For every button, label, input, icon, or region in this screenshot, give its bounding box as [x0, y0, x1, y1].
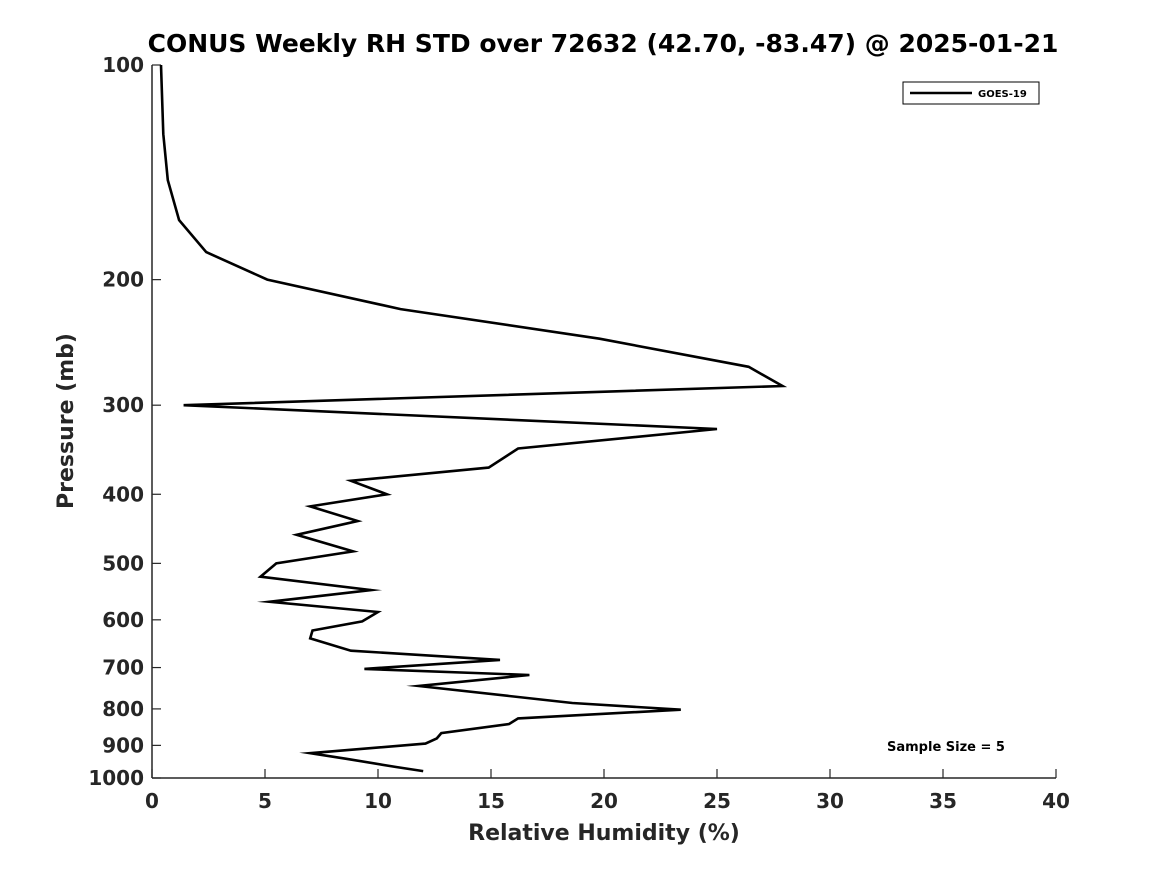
y-axis: 100 200 300 400 500 600 700 800 900 1000 [88, 53, 161, 790]
y-tick-label: 300 [102, 393, 144, 417]
legend-label: GOES-19 [978, 89, 1027, 100]
chart-title: CONUS Weekly RH STD over 72632 (42.70, -… [148, 29, 1059, 58]
sample-size-annotation: Sample Size = 5 [887, 740, 1005, 755]
y-tick-label: 600 [102, 608, 144, 632]
x-tick-label: 40 [1042, 789, 1070, 813]
y-axis-label: Pressure (mb) [54, 333, 79, 509]
x-tick-label: 15 [477, 789, 505, 813]
x-tick-label: 20 [590, 789, 618, 813]
x-tick-label: 0 [145, 789, 159, 813]
x-tick-label: 25 [703, 789, 731, 813]
y-tick-label: 500 [102, 551, 144, 575]
x-tick-label: 30 [816, 789, 844, 813]
x-tick-label: 10 [364, 789, 392, 813]
y-tick-label: 100 [102, 53, 144, 77]
y-tick-label: 900 [102, 733, 144, 757]
x-axis-label: Relative Humidity (%) [468, 821, 740, 846]
x-tick-label: 5 [258, 789, 272, 813]
x-tick-label: 35 [929, 789, 957, 813]
y-tick-label: 1000 [88, 766, 144, 790]
x-axis: 0 5 10 15 20 25 30 35 40 [145, 769, 1070, 813]
y-tick-label: 400 [102, 482, 144, 506]
y-tick-label: 700 [102, 656, 144, 680]
series-line-goes-19 [159, 64, 788, 773]
y-tick-label: 800 [102, 697, 144, 721]
y-tick-label: 200 [102, 268, 144, 292]
legend: GOES-19 [902, 81, 1040, 105]
